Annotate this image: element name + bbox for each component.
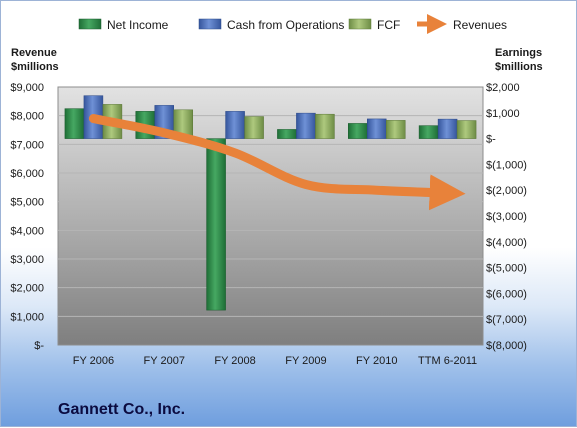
bar-fcf-2 — [244, 116, 264, 139]
left-axis-tick-label: $7,000 — [10, 139, 44, 151]
legend-item-cash-from-operations: Cash from Operations — [198, 18, 344, 32]
legend-swatch-cash-from-operations — [198, 18, 222, 30]
bar-cash-from-operations-4 — [367, 118, 387, 139]
legend-swatch-net-income — [78, 18, 102, 30]
left-axis-title-line2: $millions — [11, 61, 59, 73]
left-axis-title-line1: Revenue — [11, 47, 57, 59]
legend-label-net-income: Net Income — [107, 18, 169, 32]
revenue-line-layer — [88, 114, 466, 211]
right-axis-tick-label: $(8,000) — [486, 340, 527, 352]
legend-swatch-fcf — [348, 18, 372, 30]
bar-net-income-5 — [418, 125, 439, 139]
legend-item-fcf: FCF — [348, 18, 400, 32]
legend-label-cash-from-operations: Cash from Operations — [227, 18, 344, 32]
plot-area — [57, 86, 484, 346]
chart-title: Gannett Co., Inc. — [58, 401, 185, 418]
left-axis-tick-label: $- — [34, 340, 44, 352]
bar-cash-from-operations-5 — [437, 118, 458, 139]
revenue-line — [88, 114, 466, 211]
x-axis-tick-label: TTM 6-2011 — [418, 355, 477, 367]
left-axis-tick-label: $2,000 — [10, 283, 44, 295]
right-axis-title-line2: $millions — [495, 61, 543, 73]
right-axis-tick-label: $(6,000) — [486, 288, 527, 300]
right-axis-ticks: $(8,000) $(7,000) $(6,000) $(5,000) $(4,000)… — [486, 82, 527, 352]
x-axis-tick-label: FY 2006 — [73, 355, 114, 367]
x-axis-tick-label: FY 2010 — [356, 355, 397, 367]
right-axis-tick-label: $(1,000) — [486, 159, 527, 171]
right-axis-tick-label: $(3,000) — [486, 211, 527, 223]
bar-net-income-3 — [277, 129, 297, 139]
x-axis-tick-label: FY 2007 — [144, 355, 185, 367]
legend: Net Income Cash from Operations FCF Reve… — [78, 14, 507, 34]
legend-label-fcf: FCF — [377, 18, 400, 32]
right-axis-tick-label: $(7,000) — [486, 314, 527, 326]
right-axis-tick-label: $(4,000) — [486, 237, 527, 249]
bar-net-income-2 — [206, 138, 226, 311]
bar-fcf-4 — [386, 120, 406, 139]
right-axis-tick-label: $2,000 — [486, 82, 520, 94]
left-axis-tick-label: $5,000 — [10, 197, 44, 209]
bar-cash-from-operations-3 — [296, 112, 316, 139]
x-axis-tick-label: FY 2008 — [214, 355, 255, 367]
legend-item-revenues: Revenues — [417, 14, 507, 34]
bar-net-income-0 — [64, 108, 85, 139]
left-axis-tick-label: $3,000 — [10, 254, 44, 266]
bar-net-income-4 — [348, 123, 368, 139]
right-axis-tick-label: $1,000 — [486, 108, 520, 120]
left-axis-tick-label: $1,000 — [10, 311, 44, 323]
left-axis-tick-label: $6,000 — [10, 168, 44, 180]
left-axis-tick-label: $9,000 — [10, 82, 44, 94]
left-axis-tick-label: $8,000 — [10, 111, 44, 123]
right-axis-tick-label: $- — [486, 134, 496, 146]
legend-item-net-income: Net Income — [78, 18, 169, 32]
legend-label-revenues: Revenues — [453, 18, 507, 32]
bar-cash-from-operations-2 — [225, 111, 245, 139]
x-axis-ticks: FY 2006 FY 2007 FY 2008 FY 2009 FY 2010 TTM 6… — [73, 355, 477, 367]
bar-fcf-3 — [315, 113, 335, 139]
right-axis-tick-label: $(5,000) — [486, 263, 527, 275]
right-axis-tick-label: $(2,000) — [486, 185, 527, 197]
left-axis-ticks: $- $1,000 $2,000 $3,000 $4,000 $5,000 $6,000 $7… — [10, 82, 44, 352]
right-axis-title-line1: Earnings — [495, 47, 542, 59]
x-axis-tick-label: FY 2009 — [285, 355, 326, 367]
bar-fcf-5 — [456, 120, 477, 139]
left-axis-tick-label: $4,000 — [10, 225, 44, 237]
